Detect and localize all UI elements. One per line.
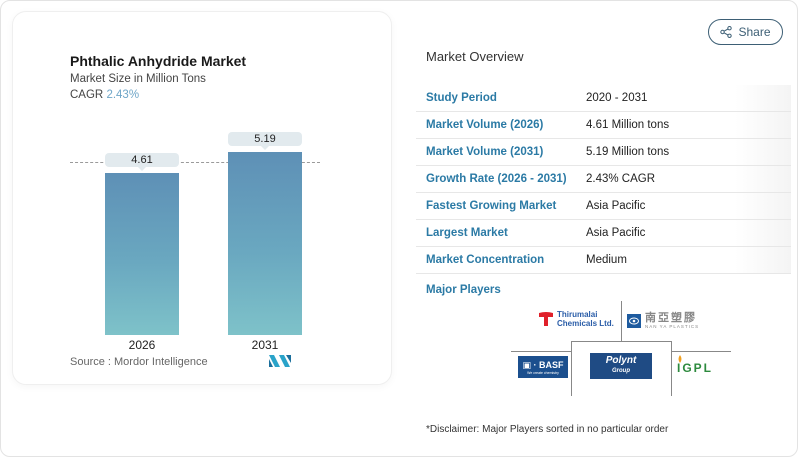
bar-2026	[105, 173, 179, 335]
divider	[571, 341, 572, 396]
thirumalai-line2: Chemicals Ltd.	[557, 319, 614, 328]
nanya-logo-icon	[627, 314, 641, 328]
divider	[511, 351, 571, 352]
row-key: Largest Market	[426, 227, 508, 239]
logo-igpl: IGPL	[677, 355, 714, 375]
logo-polynt: Polynt Group	[590, 353, 652, 379]
mordor-intelligence-logo-icon	[269, 355, 291, 367]
cagr-value: 2.43%	[106, 89, 140, 101]
bar-value-label: 4.61	[105, 153, 179, 171]
disclaimer: *Disclaimer: Major Players sorted in no …	[426, 424, 669, 435]
thirumalai-line1: Thirumalai	[557, 310, 598, 319]
thirumalai-logo-icon	[539, 312, 553, 326]
overview-table: Study Period 2020 - 2031 Market Volume (…	[416, 85, 791, 274]
reference-line	[70, 162, 320, 163]
basf-tagline: We create chemistry	[527, 370, 559, 375]
row-value: 2.43% CAGR	[586, 173, 656, 185]
chart-card	[12, 11, 392, 385]
row-key: Market Volume (2026)	[426, 119, 544, 131]
polynt-text: Polynt	[605, 355, 637, 366]
polynt-tagline: Group	[612, 368, 630, 374]
major-players-grid: Thirumalai Chemicals Ltd. 南亞塑膠 NAN YA PL…	[511, 301, 731, 396]
divider	[671, 341, 672, 396]
igpl-text: IGPL	[677, 361, 714, 375]
divider	[671, 351, 731, 352]
row-value: 4.61 Million tons	[586, 119, 670, 131]
share-icon	[720, 26, 733, 38]
share-label: Share	[738, 25, 771, 39]
chart-title: Phthalic Anhydride Market	[70, 53, 247, 69]
table-row: Fastest Growing Market Asia Pacific	[416, 193, 791, 220]
source-text: Source : Mordor Intelligence	[70, 356, 208, 368]
major-players-title: Major Players	[426, 284, 501, 296]
nanya-en-text: NAN YA PLASTICS	[645, 324, 700, 329]
divider	[621, 301, 622, 341]
share-button[interactable]: Share	[708, 19, 783, 45]
table-row: Growth Rate (2026 - 2031) 2.43% CAGR	[416, 166, 791, 193]
row-key: Study Period	[426, 92, 497, 104]
logo-thirumalai: Thirumalai Chemicals Ltd.	[539, 310, 614, 328]
divider	[571, 341, 671, 342]
row-value: 5.19 Million tons	[586, 146, 670, 158]
row-value: Asia Pacific	[586, 200, 646, 212]
table-row: Market Concentration Medium	[416, 247, 791, 274]
chart-subtitle: Market Size in Million Tons	[70, 73, 206, 85]
table-row: Market Volume (2031) 5.19 Million tons	[416, 139, 791, 166]
bar-2031	[228, 152, 302, 335]
row-value: 2020 - 2031	[586, 92, 648, 104]
row-value: Medium	[586, 254, 627, 266]
overview-title: Market Overview	[426, 49, 524, 64]
nanya-cn-text: 南亞塑膠	[645, 312, 697, 324]
basf-text: ▣ · BASF	[522, 359, 564, 370]
x-tick-label: 2031	[251, 338, 279, 352]
chart-cagr: CAGR 2.43%	[70, 89, 139, 101]
row-key: Market Concentration	[426, 254, 545, 266]
cagr-label: CAGR	[70, 89, 104, 101]
table-row: Market Volume (2026) 4.61 Million tons	[416, 112, 791, 139]
x-tick-label: 2026	[128, 338, 156, 352]
row-key: Fastest Growing Market	[426, 200, 557, 212]
row-value: Asia Pacific	[586, 227, 646, 239]
table-row: Largest Market Asia Pacific	[416, 220, 791, 247]
table-row: Study Period 2020 - 2031	[416, 85, 791, 112]
bar-value-label: 5.19	[228, 132, 302, 150]
flame-icon	[678, 355, 682, 363]
logo-basf: ▣ · BASF We create chemistry	[518, 356, 568, 378]
row-key: Growth Rate (2026 - 2031)	[426, 173, 567, 185]
logo-nanya: 南亞塑膠 NAN YA PLASTICS	[627, 313, 699, 329]
row-key: Market Volume (2031)	[426, 146, 544, 158]
